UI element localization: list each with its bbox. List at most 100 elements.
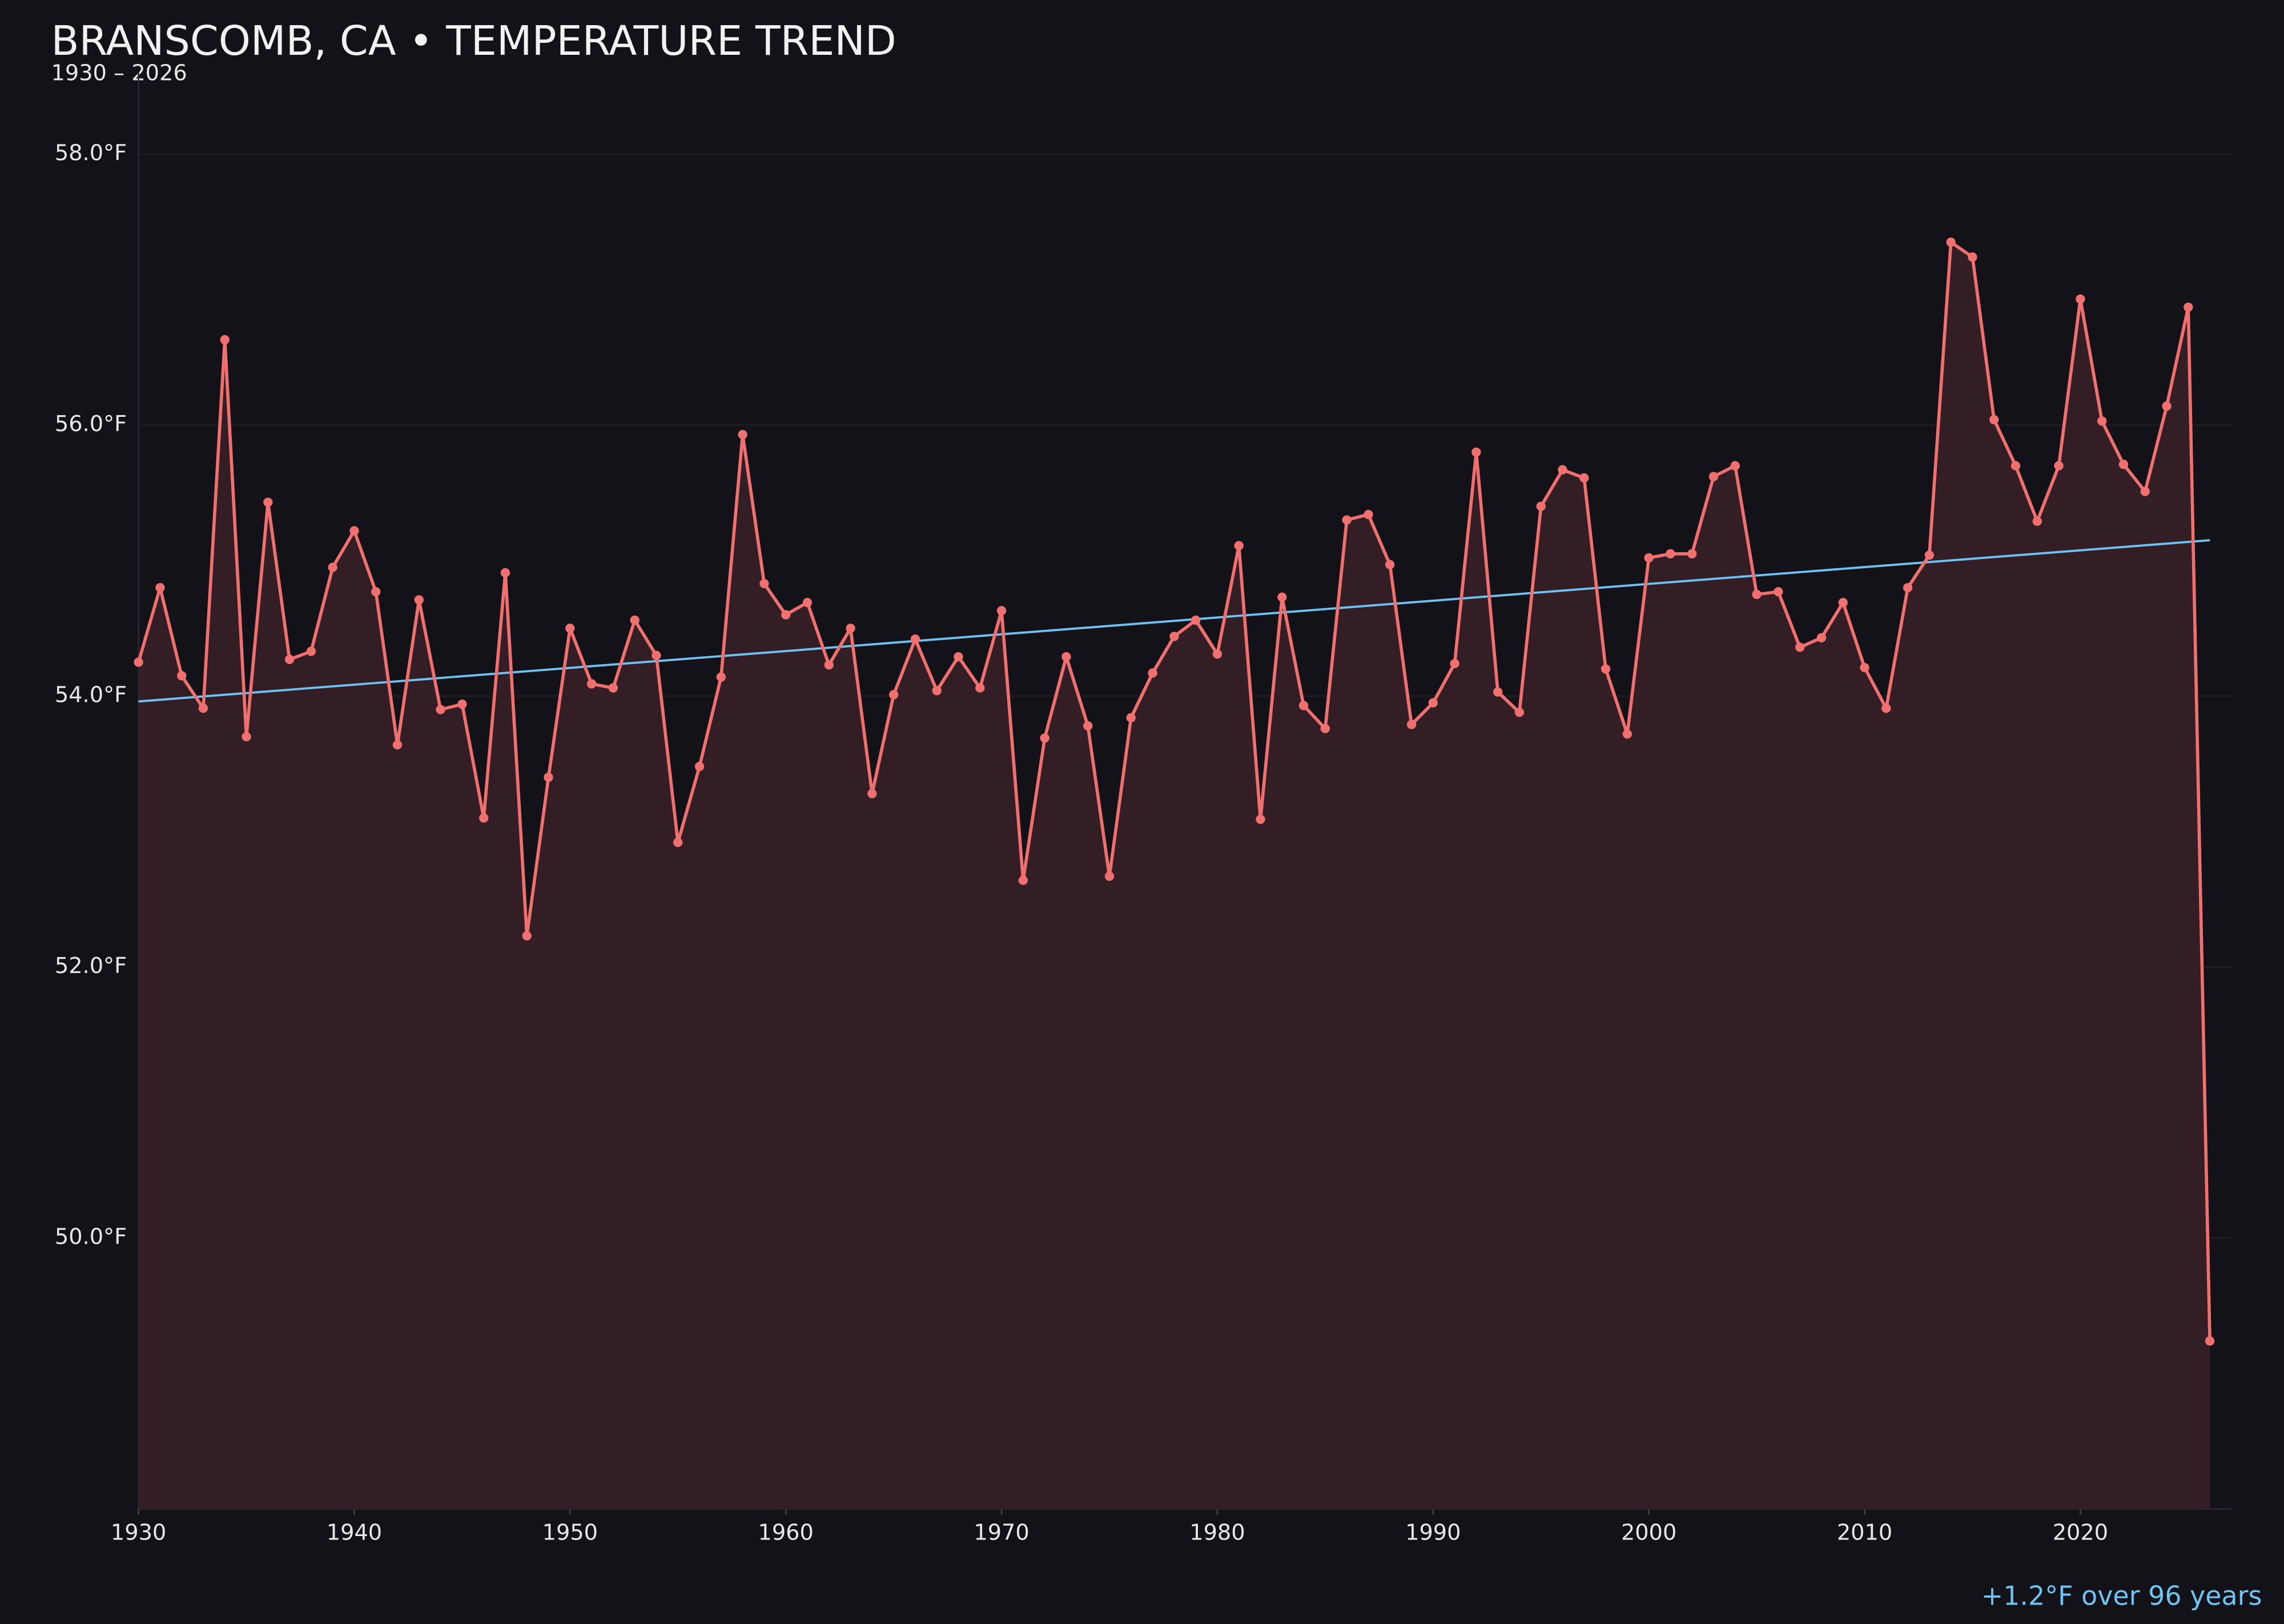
- chart-title: BRANSCOMB, CA • TEMPERATURE TREND: [51, 17, 896, 65]
- data-point: [1191, 615, 1201, 625]
- data-point: [392, 740, 403, 750]
- x-tick-label: 2000: [1621, 1520, 1676, 1545]
- data-point: [1989, 415, 1999, 425]
- data-point: [2162, 401, 2172, 411]
- data-point: [824, 660, 834, 670]
- chart-subtitle: 1930 – 2026: [51, 61, 187, 86]
- data-point: [1708, 472, 1719, 481]
- data-point: [1601, 664, 1611, 674]
- data-point: [1579, 473, 1589, 483]
- data-point: [867, 789, 877, 798]
- x-tick-label: 2010: [1837, 1520, 1892, 1545]
- data-point: [1277, 592, 1287, 602]
- x-tick-label: 1990: [1405, 1520, 1461, 1545]
- data-point: [1083, 721, 1093, 731]
- data-point: [1428, 698, 1438, 708]
- data-point: [586, 679, 597, 689]
- data-point: [673, 838, 683, 847]
- data-point: [716, 672, 726, 682]
- data-point: [630, 615, 640, 625]
- data-point: [134, 657, 143, 667]
- data-point: [910, 634, 920, 644]
- data-point: [1471, 447, 1481, 457]
- data-point: [1946, 237, 1956, 247]
- data-point: [544, 773, 553, 782]
- data-point: [781, 610, 791, 620]
- data-point: [1018, 875, 1028, 885]
- data-point: [1838, 598, 1848, 608]
- data-point: [371, 587, 381, 597]
- data-point: [1256, 814, 1265, 825]
- x-tick-label: 1970: [974, 1520, 1029, 1545]
- data-point: [888, 690, 899, 700]
- data-point: [1536, 501, 1546, 511]
- data-point: [198, 704, 208, 713]
- data-point: [1126, 713, 1136, 723]
- data-point: [975, 683, 985, 693]
- data-point: [2118, 460, 2129, 469]
- data-point: [932, 686, 942, 696]
- x-tick-label: 1980: [1189, 1520, 1245, 1545]
- data-point: [846, 624, 855, 633]
- data-point: [1622, 729, 1632, 739]
- data-point: [1234, 541, 1244, 550]
- data-point: [2184, 302, 2193, 312]
- data-point: [1924, 550, 1935, 560]
- data-point: [1385, 560, 1395, 569]
- y-tick-label: 52.0°F: [55, 953, 127, 979]
- data-point: [652, 650, 661, 660]
- data-point: [2054, 461, 2064, 471]
- area-fill: [138, 242, 2210, 1509]
- data-point: [522, 931, 532, 941]
- data-point: [1364, 509, 1373, 520]
- data-point: [349, 526, 359, 536]
- data-point: [2032, 516, 2042, 526]
- data-point: [2076, 294, 2085, 304]
- data-point: [996, 606, 1007, 616]
- data-point: [1040, 733, 1049, 743]
- data-point: [176, 671, 187, 681]
- data-point: [1493, 687, 1503, 697]
- data-point: [2205, 1336, 2215, 1346]
- x-tick-label: 2020: [2053, 1520, 2108, 1545]
- data-point: [284, 654, 295, 665]
- x-tick-label: 1950: [542, 1520, 598, 1545]
- trend-line: [138, 539, 2210, 703]
- data-point: [457, 700, 467, 709]
- data-point: [1298, 701, 1309, 710]
- y-tick-label: 54.0°F: [55, 682, 127, 708]
- data-point: [220, 335, 230, 345]
- data-point: [1342, 515, 1352, 525]
- data-point: [1061, 652, 1071, 662]
- data-point: [1514, 708, 1525, 717]
- data-point: [1558, 465, 1567, 475]
- data-point: [1687, 549, 1697, 558]
- x-tick-label: 1960: [758, 1520, 814, 1545]
- data-point: [500, 568, 510, 578]
- data-point: [1860, 662, 1869, 673]
- data-point: [306, 646, 316, 656]
- data-point: [565, 624, 575, 633]
- data-point: [954, 652, 963, 662]
- data-point: [1774, 587, 1783, 597]
- data-point: [263, 497, 273, 507]
- data-point: [608, 683, 618, 693]
- data-point: [1881, 704, 1891, 713]
- data-point: [738, 429, 747, 440]
- data-point: [479, 813, 489, 823]
- data-point: [242, 731, 251, 742]
- data-point: [436, 705, 445, 714]
- data-point: [1752, 589, 1762, 600]
- data-point: [1148, 668, 1157, 678]
- x-tick-label: 1940: [327, 1520, 382, 1545]
- data-point: [1212, 649, 1223, 659]
- data-point: [328, 562, 337, 572]
- data-point: [414, 595, 424, 605]
- data-point: [1968, 252, 1977, 262]
- data-point: [1406, 719, 1417, 729]
- data-point: [1644, 553, 1654, 563]
- data-point: [759, 578, 769, 589]
- data-point: [1104, 871, 1115, 881]
